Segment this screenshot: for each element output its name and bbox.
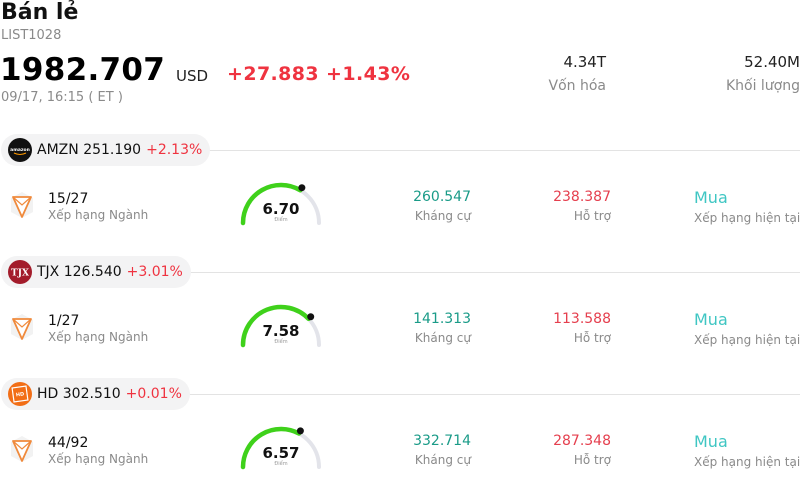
stock-change: +2.13%: [146, 142, 203, 158]
tjx-logo-icon: TJX: [8, 260, 32, 284]
support-label: Hỗ trợ: [573, 453, 611, 467]
score-value: 6.57: [262, 444, 300, 462]
industry-rank-label: Xếp hạng Ngành: [48, 330, 149, 344]
stock-ticker: TJX: [37, 264, 60, 280]
score-label: Điểm: [274, 339, 288, 345]
section-divider: [180, 272, 800, 273]
industry-rank-icon: [11, 436, 33, 462]
resistance-value: 141.313: [413, 311, 471, 327]
resistance-value: 260.547: [413, 189, 471, 205]
stock-price: 126.540: [63, 264, 122, 280]
score-gauge: [240, 426, 321, 470]
market-cap-label: Vốn hóa: [548, 78, 606, 94]
resistance-label: Kháng cự: [414, 209, 471, 223]
stock-pill-hd[interactable]: HD HD 302.510 +0.01%: [1, 378, 190, 410]
stock-price: 251.190: [83, 142, 142, 158]
home-depot-logo-icon: HD: [8, 382, 32, 406]
score-label: Điểm: [274, 217, 288, 223]
score-gauge: [240, 182, 321, 226]
index-change: +27.883 +1.43%: [227, 63, 411, 85]
stock-price: 302.510: [62, 386, 121, 402]
stock-pill-amzn[interactable]: amazon AMZN 251.190 +2.13%: [1, 134, 211, 166]
industry-rank-label: Xếp hạng Ngành: [48, 208, 149, 222]
rating-label: Xếp hạng hiện tại: [694, 455, 800, 469]
amazon-logo-icon: amazon: [8, 138, 32, 162]
rating-value: Mua: [694, 432, 728, 451]
stock-ticker: HD: [37, 386, 59, 402]
currency-label: USD: [176, 67, 209, 85]
resistance-value: 332.714: [413, 433, 471, 449]
svg-text:amazon: amazon: [10, 148, 30, 153]
market-cap-value: 4.34T: [563, 53, 606, 71]
stock-ticker: AMZN: [37, 142, 79, 158]
resistance-label: Kháng cự: [414, 331, 471, 345]
stock-change: +3.01%: [126, 264, 183, 280]
support-label: Hỗ trợ: [573, 209, 611, 223]
list-code: LIST1028: [1, 28, 62, 43]
score-gauge: [240, 304, 321, 348]
svg-text:TJX: TJX: [11, 269, 29, 279]
support-value: 113.588: [553, 311, 611, 327]
support-value: 238.387: [553, 189, 611, 205]
stock-change: +0.01%: [125, 386, 182, 402]
industry-rank-label: Xếp hạng Ngành: [48, 452, 149, 466]
industry-rank-value: 15/27: [48, 191, 89, 207]
rating-value: Mua: [694, 188, 728, 207]
volume-label: Khối lượng: [725, 78, 800, 94]
svg-text:HD: HD: [16, 391, 25, 398]
rating-label: Xếp hạng hiện tại: [694, 211, 800, 225]
index-price: 1982.707: [0, 52, 166, 88]
page-title: Bán lẻ: [1, 0, 79, 25]
rating-label: Xếp hạng hiện tại: [694, 333, 800, 347]
industry-rank-icon: [11, 314, 33, 340]
section-divider: [180, 394, 800, 395]
rating-value: Mua: [694, 310, 728, 329]
section-divider: [180, 150, 800, 151]
volume-value: 52.40M: [744, 53, 800, 71]
support-label: Hỗ trợ: [573, 331, 611, 345]
support-value: 287.348: [553, 433, 611, 449]
stock-pill-tjx[interactable]: TJX TJX 126.540 +3.01%: [1, 256, 191, 288]
industry-rank-value: 1/27: [48, 313, 80, 329]
resistance-label: Kháng cự: [414, 453, 471, 467]
score-label: Điểm: [274, 461, 288, 467]
score-value: 6.70: [262, 200, 300, 218]
timestamp: 09/17, 16:15 ( ET ): [1, 90, 123, 105]
industry-rank-icon: [11, 192, 33, 218]
score-value: 7.58: [262, 322, 300, 340]
industry-rank-value: 44/92: [48, 435, 89, 451]
